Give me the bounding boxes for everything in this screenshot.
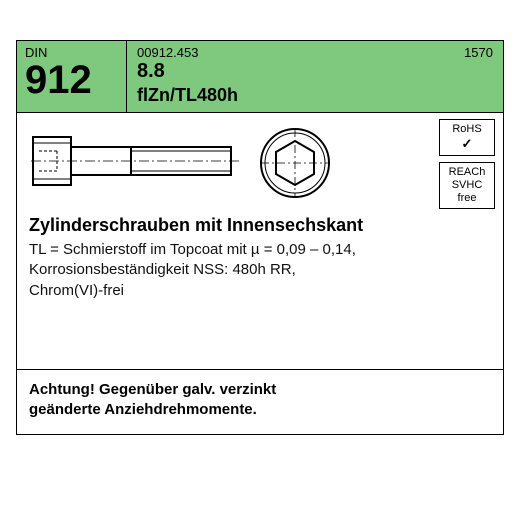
footer-line-1: Achtung! Gegenüber galv. verzinkt — [29, 381, 276, 398]
page-code: 1570 — [464, 45, 493, 60]
bolt-side-view-icon — [31, 127, 241, 197]
rohs-label: RoHS — [452, 123, 481, 135]
spec-card: DIN 912 00912.453 1570 8.8 flZn/TL480h — [16, 40, 504, 435]
desc-line-3: Chrom(VI)-frei — [29, 282, 124, 299]
description-text: TL = Schmierstoff im Topcoat mit µ = 0,0… — [29, 240, 491, 301]
reach-label-3: free — [458, 192, 477, 204]
warning-footer: Achtung! Gegenüber galv. verzinkt geände… — [17, 369, 503, 435]
illustration-row: RoHS REACh SVHC free — [17, 113, 503, 213]
rohs-badge: RoHS — [439, 119, 495, 156]
header-bar: DIN 912 00912.453 1570 8.8 flZn/TL480h — [17, 41, 503, 113]
header-right-main: 8.8 flZn/TL480h — [127, 60, 503, 112]
product-title: Zylinderschrauben mit Innensechskant — [29, 215, 491, 236]
article-number: 00912.453 — [137, 45, 198, 60]
footer-line-2: geänderte Anziehdrehmomente. — [29, 401, 257, 418]
coating-code: flZn/TL480h — [137, 85, 493, 106]
description-block: Zylinderschrauben mit Innensechskant TL … — [17, 213, 503, 309]
standard-number: 912 — [17, 60, 126, 106]
desc-line-2: Korrosionsbeständigkeit NSS: 480h RR, — [29, 261, 296, 278]
header-left: DIN 912 — [17, 41, 127, 112]
desc-line-1: TL = Schmierstoff im Topcoat mit µ = 0,0… — [29, 241, 356, 258]
header-right-top: 00912.453 1570 — [127, 41, 503, 60]
strength-grade: 8.8 — [137, 60, 493, 83]
reach-label-1: REACh — [449, 166, 486, 178]
compliance-badges: RoHS REACh SVHC free — [439, 119, 495, 209]
reach-badge: REACh SVHC free — [439, 162, 495, 210]
reach-label-2: SVHC — [452, 179, 483, 191]
bolt-front-view-icon — [257, 125, 333, 201]
header-right: 00912.453 1570 8.8 flZn/TL480h — [127, 41, 503, 112]
